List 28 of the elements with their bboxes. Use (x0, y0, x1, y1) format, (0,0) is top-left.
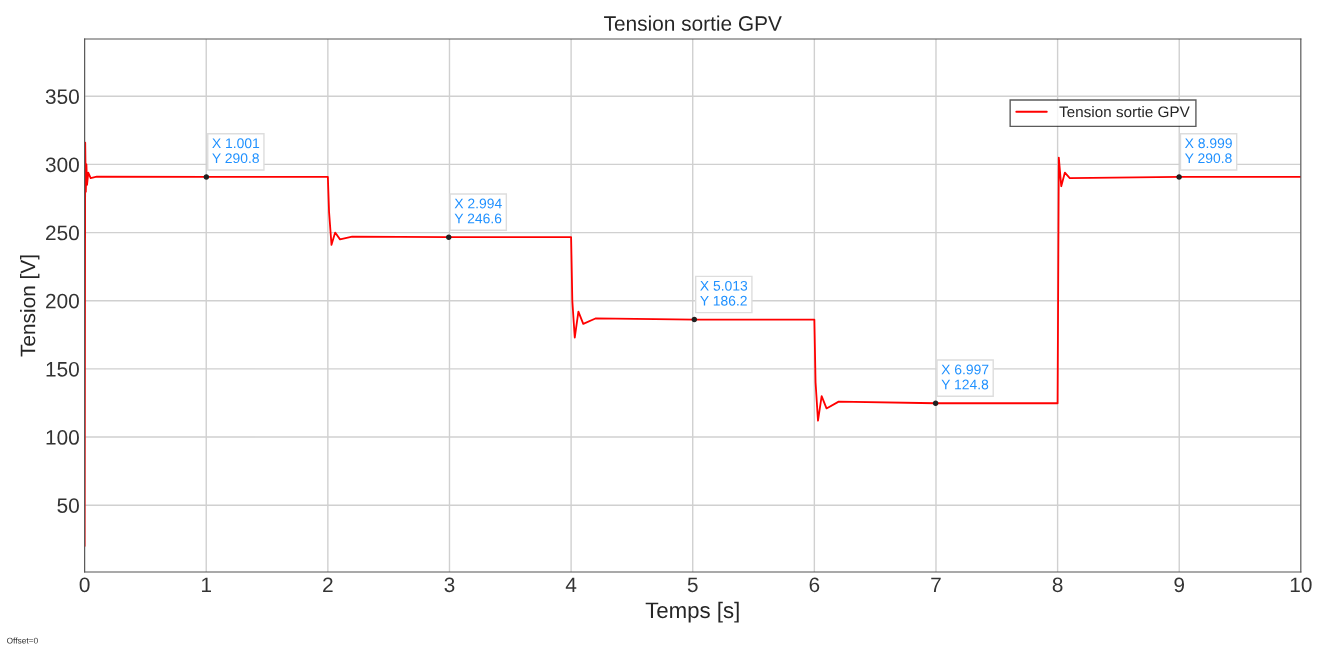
x-tick-label: 5 (687, 577, 698, 593)
y-tick-label: 200 (46, 293, 79, 309)
x-tick-label: 1 (202, 577, 212, 592)
x-tick-label: 8 (1052, 577, 1063, 593)
text: Offset=0 (7, 637, 38, 644)
annotation: X 6.997 Y 124.8 (941, 364, 989, 390)
annotation: X 8.999 Y 290.8 (1184, 138, 1232, 164)
x-tick-label: 9 (1174, 577, 1185, 593)
x-tick-label: 10 (1290, 577, 1312, 593)
x-tick-label: 6 (809, 577, 820, 593)
annotation: X 1.001 Y 290.8 (212, 138, 260, 164)
x-tick-label: 2 (323, 577, 333, 592)
x-tick-label: 0 (79, 577, 90, 593)
y-tick-label: 150 (46, 361, 79, 377)
x-tick-label: 3 (444, 577, 455, 593)
y-tick-label: 100 (46, 430, 79, 445)
y-tick-label: 50 (57, 498, 79, 513)
annotation: X 2.994 Y 246.6 (454, 198, 502, 224)
x-tick-label: 4 (565, 577, 577, 592)
y-tick-label: 250 (46, 225, 79, 241)
chart-title: Tension sortie GPV (604, 15, 782, 31)
x-axis-title: Temps [s] (645, 601, 739, 623)
legend-label: Tension sortie GPV (1059, 106, 1190, 118)
y-axis-title: Tension [V] (20, 255, 40, 357)
x-tick-label: 7 (931, 577, 941, 592)
annotation: X 5.013 Y 186.2 (700, 280, 748, 306)
y-tick-label: 350 (45, 89, 79, 105)
y-tick-label: 300 (45, 157, 79, 173)
